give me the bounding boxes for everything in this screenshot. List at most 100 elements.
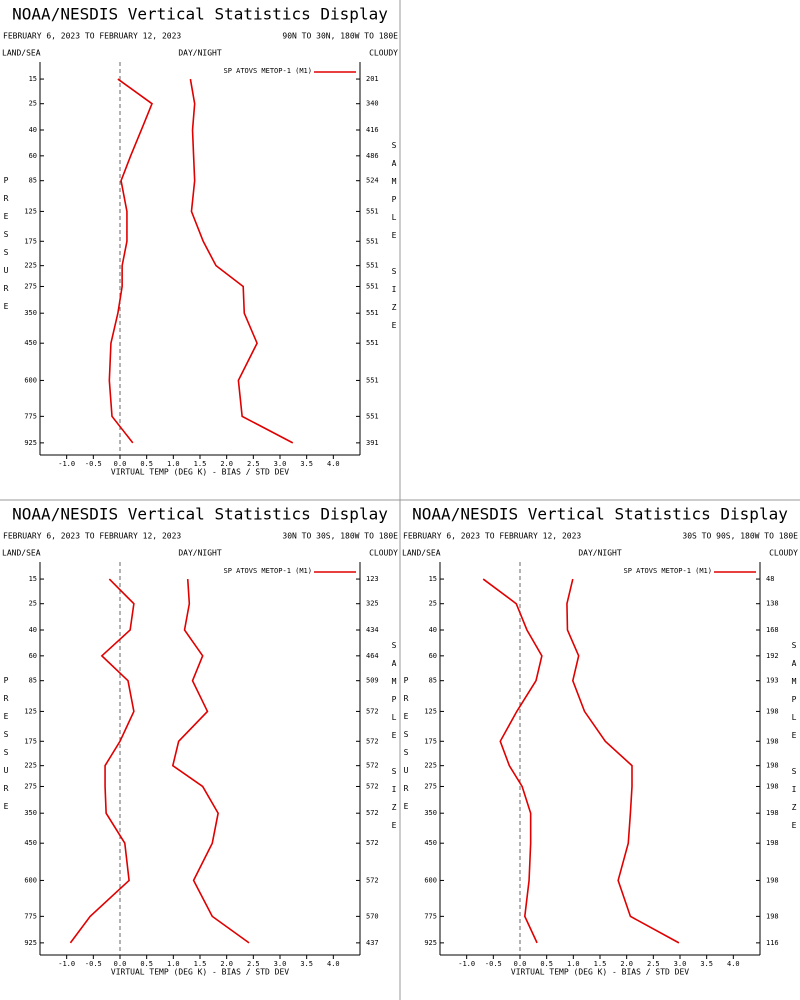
x-tick-label: 2.5 — [247, 960, 260, 968]
chart-title: NOAA/NESDIS Vertical Statistics Display — [12, 505, 388, 524]
y-tick-label: 450 — [24, 839, 37, 847]
x-tick-label: 4.0 — [327, 960, 340, 968]
chart-title: NOAA/NESDIS Vertical Statistics Display — [412, 505, 788, 524]
x-tick-label: 3.5 — [300, 460, 313, 468]
y-tick-label: 175 — [24, 737, 37, 745]
panel: NOAA/NESDIS Vertical Statistics Display F… — [402, 505, 799, 977]
header: CLOUDY — [769, 549, 798, 558]
y-tick-label: 600 — [24, 876, 37, 884]
y-tick-label: 925 — [424, 939, 437, 947]
y-tick-label: 225 — [24, 762, 37, 770]
x-axis-label: VIRTUAL TEMP (DEG K) - BIAS / STD DEV — [511, 968, 689, 977]
sample-size-label: 464 — [366, 652, 379, 660]
y-tick-label: 125 — [24, 707, 37, 715]
sample-size-label: 198 — [766, 912, 779, 920]
std-dev-line — [189, 78, 294, 444]
header: LAND/SEA — [2, 549, 41, 558]
y-tick-label: 275 — [424, 782, 437, 790]
y-tick-label: 25 — [29, 100, 37, 108]
date-range: FEBRUARY 6, 2023 TO FEBRUARY 12, 2023 — [3, 532, 181, 541]
y-tick-label: 925 — [24, 939, 37, 947]
sample-size-label: 198 — [766, 839, 779, 847]
sample-size-label: 198 — [766, 707, 779, 715]
y-tick-label: 175 — [24, 237, 37, 245]
x-tick-label: 4.0 — [327, 460, 340, 468]
sample-size-label: 340 — [366, 100, 379, 108]
sample-size-label: 551 — [366, 207, 379, 215]
y2-axis-label: SAMPLE SIZE — [390, 141, 399, 339]
x-tick-label: 2.5 — [247, 460, 260, 468]
y-tick-label: 925 — [24, 439, 37, 447]
y-tick-label: 775 — [24, 912, 37, 920]
sample-size-label: 572 — [366, 737, 379, 745]
sample-size-label: 572 — [366, 876, 379, 884]
y-tick-label: 175 — [424, 737, 437, 745]
y-tick-label: 775 — [424, 912, 437, 920]
std-dev-line — [171, 579, 250, 944]
y-tick-label: 600 — [24, 376, 37, 384]
sample-size-label: 509 — [366, 677, 379, 685]
x-axis-label: VIRTUAL TEMP (DEG K) - BIAS / STD DEV — [111, 968, 289, 977]
x-tick-label: 0.0 — [514, 960, 527, 968]
sample-size-label: 116 — [766, 939, 779, 947]
x-tick-label: 1.5 — [194, 460, 207, 468]
bias-line — [482, 578, 543, 944]
x-tick-label: -0.5 — [85, 960, 102, 968]
x-tick-label: -1.0 — [58, 460, 75, 468]
y-tick-label: 225 — [424, 762, 437, 770]
x-tick-label: 0.0 — [114, 460, 127, 468]
y-tick-label: 225 — [24, 262, 37, 270]
sample-size-label: 48 — [766, 575, 774, 583]
y-tick-label: 85 — [29, 677, 37, 685]
y-tick-label: 450 — [424, 839, 437, 847]
y-tick-label: 125 — [424, 707, 437, 715]
x-tick-label: 3.5 — [700, 960, 713, 968]
y-tick-label: 600 — [424, 876, 437, 884]
region: 30S TO 90S, 180W TO 180E — [682, 532, 798, 541]
chart-title: NOAA/NESDIS Vertical Statistics Display — [12, 5, 388, 24]
sample-size-label: 198 — [766, 762, 779, 770]
std-dev-line — [566, 578, 680, 944]
sample-size-label: 551 — [366, 282, 379, 290]
x-tick-label: 0.0 — [114, 960, 127, 968]
x-tick-label: 0.5 — [140, 960, 153, 968]
y-tick-label: 15 — [429, 575, 437, 583]
sample-size-label: 138 — [766, 600, 779, 608]
y-tick-label: 60 — [29, 652, 37, 660]
x-tick-label: 3.0 — [674, 960, 687, 968]
y-tick-label: 85 — [29, 177, 37, 185]
sample-size-label: 551 — [366, 339, 379, 347]
sample-size-label: 551 — [366, 262, 379, 270]
y-tick-label: 60 — [29, 152, 37, 160]
y-tick-label: 450 — [24, 339, 37, 347]
sample-size-label: 434 — [366, 626, 379, 634]
sample-size-label: 572 — [366, 762, 379, 770]
header: LAND/SEA — [2, 49, 41, 58]
header: DAY/NIGHT — [178, 49, 222, 58]
sample-size-label: 416 — [366, 126, 379, 134]
sample-size-label: 437 — [366, 939, 379, 947]
region: 30N TO 30S, 180W TO 180E — [282, 532, 398, 541]
date-range: FEBRUARY 6, 2023 TO FEBRUARY 12, 2023 — [403, 532, 581, 541]
sample-size-label: 193 — [766, 677, 779, 685]
x-tick-label: 1.0 — [567, 960, 580, 968]
y-tick-label: 125 — [24, 207, 37, 215]
y-tick-label: 350 — [24, 809, 37, 817]
x-tick-label: 1.5 — [594, 960, 607, 968]
x-tick-label: 3.0 — [274, 960, 287, 968]
sample-size-label: 551 — [366, 412, 379, 420]
header: DAY/NIGHT — [578, 549, 622, 558]
x-tick-label: 1.5 — [194, 960, 207, 968]
legend-label: SP ATOVS METOP-1 (M1) — [223, 567, 312, 575]
sample-size-label: 325 — [366, 600, 379, 608]
x-tick-label: 1.0 — [167, 960, 180, 968]
x-tick-label: -0.5 — [485, 960, 502, 968]
bias-line — [69, 578, 135, 944]
sample-size-label: 572 — [366, 809, 379, 817]
x-tick-label: -1.0 — [458, 960, 475, 968]
sample-size-label: 572 — [366, 782, 379, 790]
x-tick-label: 2.0 — [220, 460, 233, 468]
sample-size-label: 572 — [366, 839, 379, 847]
sample-size-label: 570 — [366, 912, 379, 920]
y-tick-label: 275 — [24, 282, 37, 290]
